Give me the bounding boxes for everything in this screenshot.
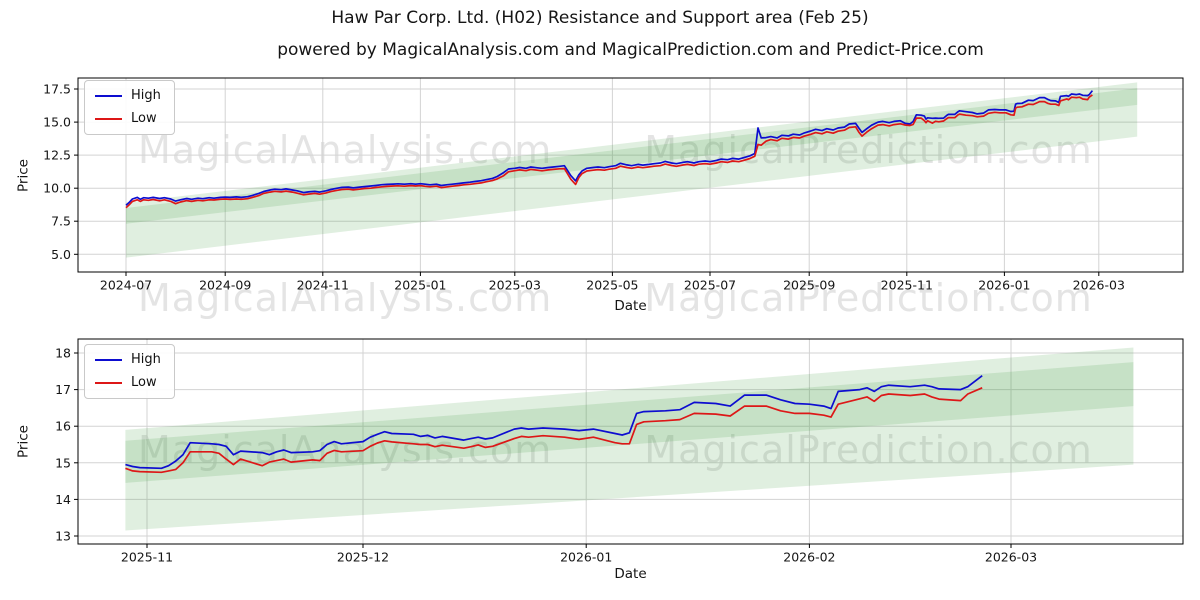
tick-labels: 2024-07 2024-09 2024-11 2025-01 2025-03 2025-…	[43, 82, 1125, 293]
svg-text:2026-03: 2026-03	[1073, 278, 1125, 293]
watermark-text: MagicalAnalysis.com	[138, 128, 553, 172]
svg-text:2026-01: 2026-01	[560, 550, 612, 565]
legend-label-low: Low	[131, 111, 157, 126]
bottom-chart-y-axis-label: Price	[15, 425, 32, 458]
low-line-swatch	[95, 117, 122, 120]
svg-text:12.5: 12.5	[43, 148, 71, 163]
svg-text:2025-05: 2025-05	[586, 278, 638, 293]
legend-label-high: High	[131, 88, 161, 103]
svg-text:14: 14	[55, 492, 71, 507]
support-area	[126, 88, 1138, 258]
svg-text:5.0: 5.0	[51, 247, 71, 262]
figure-title: Haw Par Corp. Ltd. (H02) Resistance and …	[331, 8, 869, 28]
low-line	[125, 94, 1093, 209]
svg-text:2025-09: 2025-09	[783, 278, 835, 293]
watermark-row-top-chart: MagicalAnalysis.com MagicalPrediction.co…	[78, 124, 1183, 176]
svg-text:2024-11: 2024-11	[297, 278, 349, 293]
high-line-swatch	[95, 358, 122, 361]
bottom-chart-legend: High Low	[84, 344, 175, 399]
svg-text:13: 13	[55, 529, 71, 544]
grid-lines	[78, 78, 1183, 272]
tick-labels: 2025-11 2025-12 2026-01 2026-02 2026-03 18 17 1…	[55, 346, 1037, 565]
svg-text:15.0: 15.0	[43, 115, 71, 130]
bottom-chart-x-axis-label: Date	[614, 566, 647, 582]
legend-item-low: Low	[95, 375, 161, 390]
resistance-area	[126, 82, 1138, 224]
watermark-text: MagicalPrediction.com	[644, 128, 1093, 172]
high-line-swatch	[95, 94, 122, 97]
high-line	[125, 375, 983, 470]
watermark-row-bottom-chart: MagicalAnalysis.com MagicalPrediction.co…	[78, 424, 1183, 476]
svg-text:2026-03: 2026-03	[985, 550, 1037, 565]
figure-subtitle: powered by MagicalAnalysis.com and Magic…	[277, 40, 984, 60]
svg-text:2025-11: 2025-11	[881, 278, 933, 293]
legend-item-low: Low	[95, 111, 161, 126]
svg-text:18: 18	[55, 346, 71, 361]
watermark-text: MagicalAnalysis.com	[138, 276, 553, 320]
svg-text:17.5: 17.5	[43, 82, 71, 97]
grid-lines	[78, 339, 1183, 544]
legend-item-high: High	[95, 352, 161, 367]
watermark-text: MagicalAnalysis.com	[138, 428, 553, 472]
svg-text:2025-11: 2025-11	[121, 550, 173, 565]
svg-text:2024-09: 2024-09	[199, 278, 251, 293]
svg-text:2025-12: 2025-12	[337, 550, 389, 565]
resistance-area	[125, 347, 1134, 483]
low-line-swatch	[95, 381, 122, 384]
svg-text:2025-01: 2025-01	[394, 278, 446, 293]
svg-text:2026-01: 2026-01	[978, 278, 1030, 293]
top-chart-x-axis-label: Date	[614, 298, 647, 314]
low-line	[125, 387, 983, 474]
plot-border	[77, 77, 1184, 273]
plot-border	[77, 338, 1184, 545]
svg-text:16: 16	[55, 419, 71, 434]
svg-text:2026-02: 2026-02	[783, 550, 835, 565]
top-chart-legend: High Low	[84, 80, 175, 135]
svg-text:17: 17	[55, 382, 71, 397]
svg-text:2024-07: 2024-07	[100, 278, 152, 293]
watermark-text: MagicalPrediction.com	[644, 276, 1093, 320]
svg-text:2025-03: 2025-03	[489, 278, 541, 293]
legend-label-high: High	[131, 352, 161, 367]
svg-text:10.0: 10.0	[43, 181, 71, 196]
top-chart-y-axis-label: Price	[15, 159, 32, 192]
watermark-text: MagicalPrediction.com	[644, 428, 1093, 472]
legend-label-low: Low	[131, 375, 157, 390]
legend-item-high: High	[95, 88, 161, 103]
svg-text:15: 15	[55, 455, 71, 470]
support-area	[125, 362, 1134, 531]
watermark-row-middle: MagicalAnalysis.com MagicalPrediction.co…	[78, 272, 1183, 324]
high-line	[125, 90, 1094, 206]
svg-text:2025-07: 2025-07	[684, 278, 736, 293]
svg-text:7.5: 7.5	[51, 214, 71, 229]
